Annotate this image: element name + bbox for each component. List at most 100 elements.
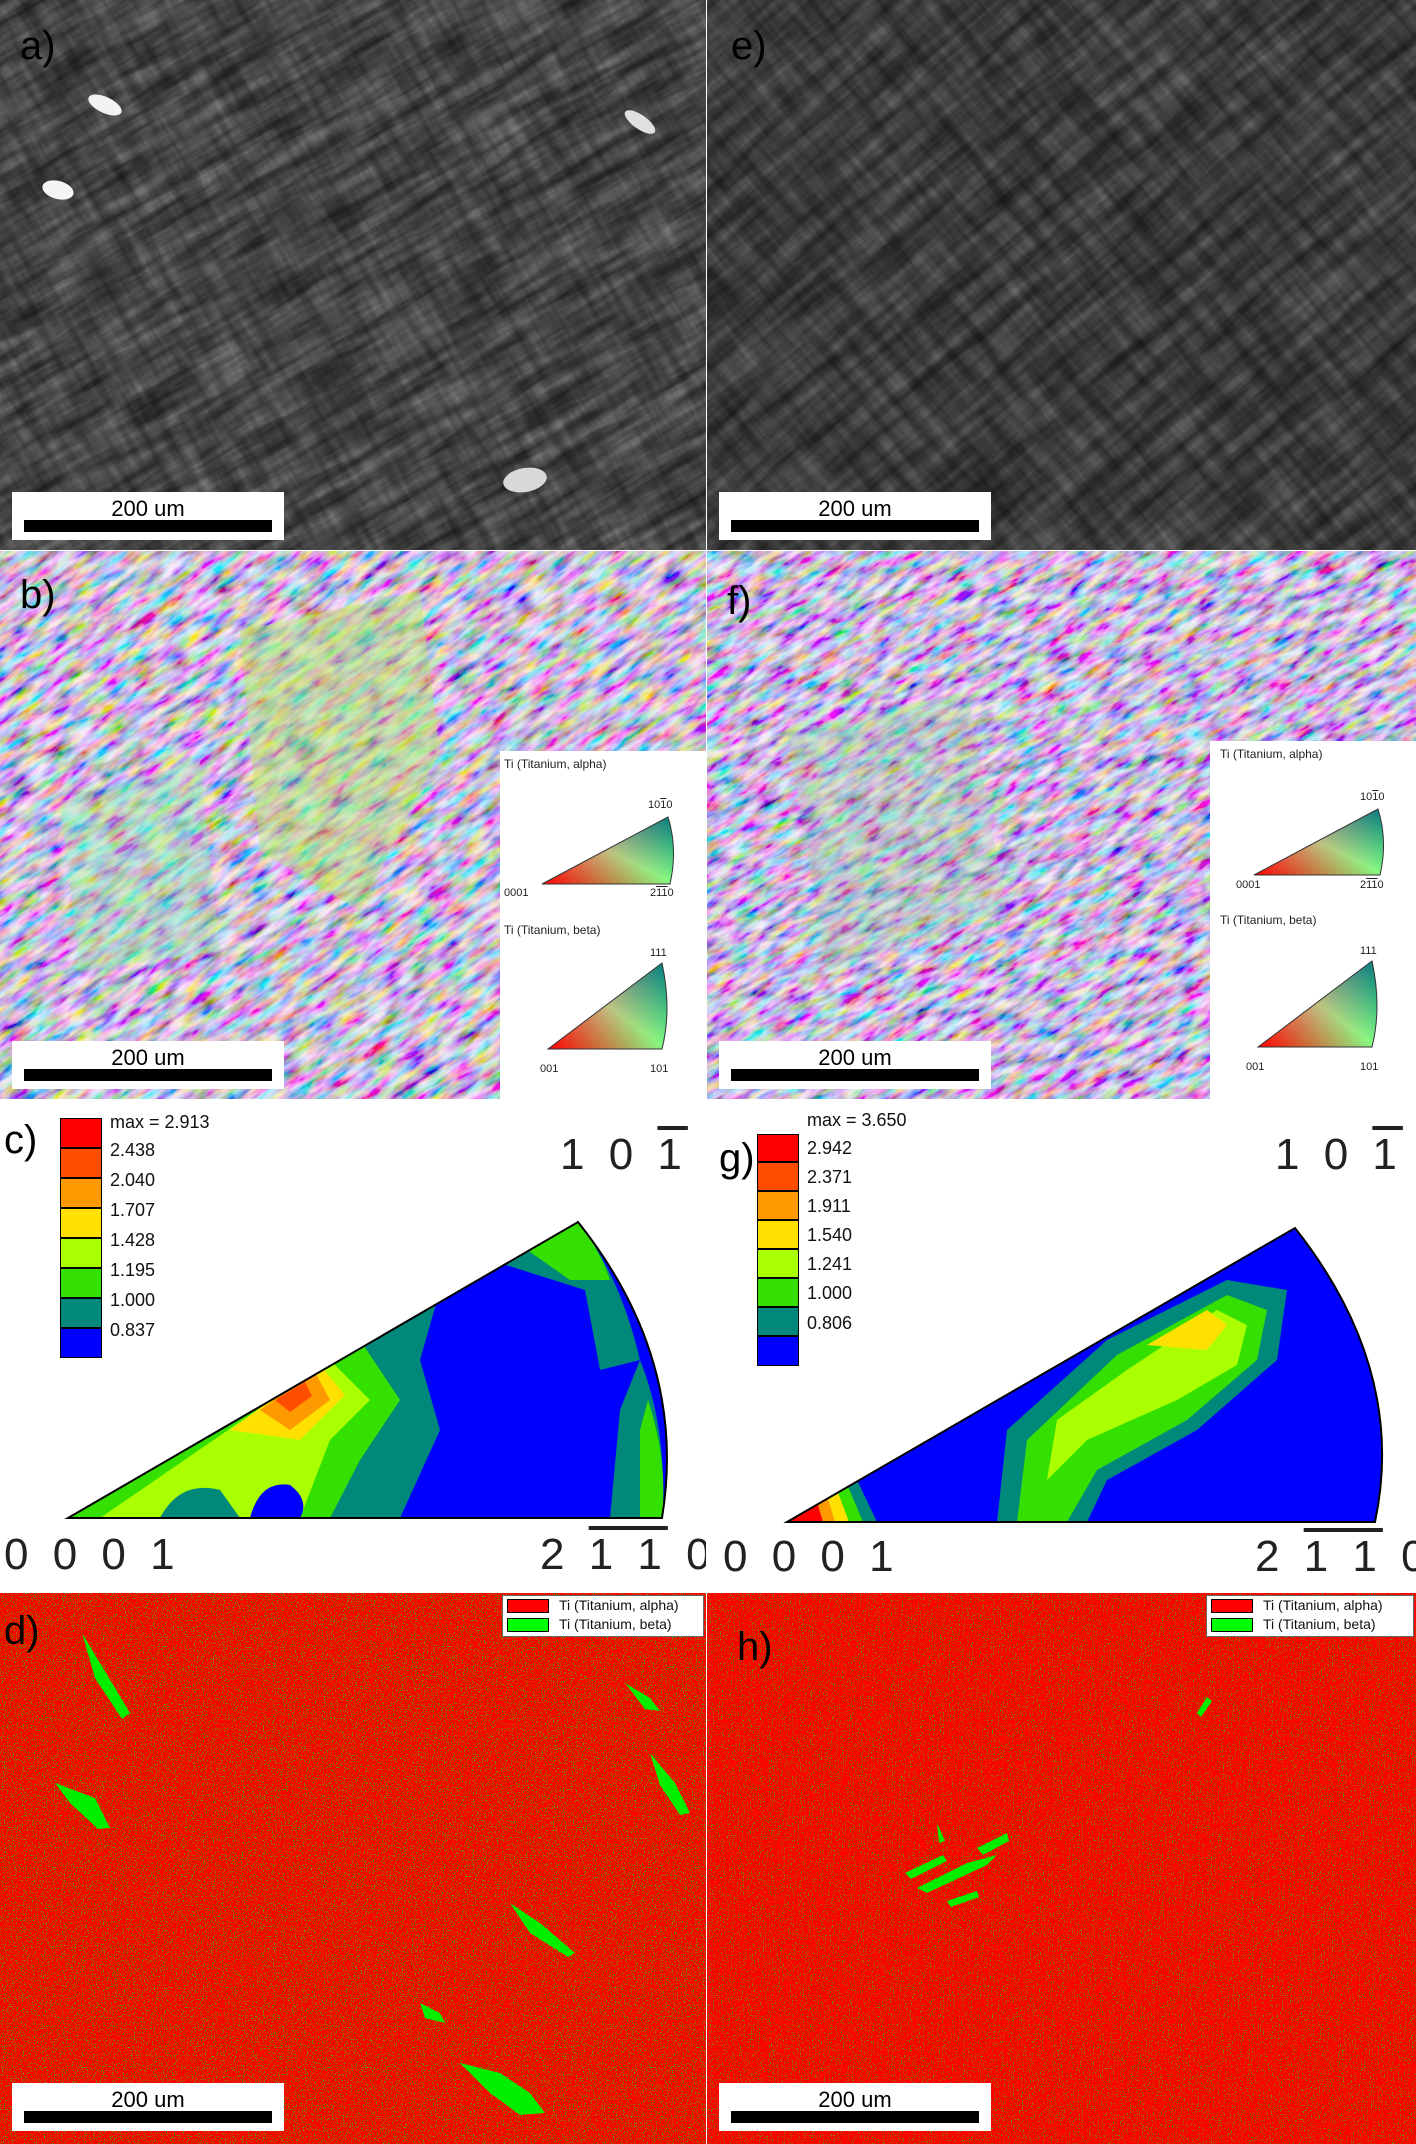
ipf-key-beta-top-f: 111 [1360,945,1377,957]
phase-name-alpha-d: Ti (Titanium, alpha) [559,1597,679,1613]
phase-swatch-alpha-h [1211,1599,1253,1613]
scalebar-a: 200 um [12,492,284,540]
panel-label-c: c) [4,1118,38,1162]
legend-level-c-3: 1.707 [110,1200,156,1220]
legend-swatch-c-4 [60,1238,102,1268]
phase-name-alpha-h: Ti (Titanium, alpha) [1263,1597,1383,1613]
ipf-key-alpha-right-text-f: 2 [1360,879,1367,891]
ipf-key-beta-left-f: 001 [1246,1061,1265,1073]
ipf-key-beta-title-b: Ti (Titanium, beta) [504,923,601,937]
scalebar-label-b: 200 um [111,1045,185,1070]
ipf-key-alpha-top-text-f: 10 [1360,791,1373,803]
ipf-key-alpha-top-text-b: 10 [648,799,661,811]
scalebar-b: 200 um [12,1041,284,1089]
corner-top-a-g: 1 0 [1275,1130,1373,1179]
legend-swatch-c-0 [60,1118,102,1148]
panel-label-a: a) [20,24,56,68]
legend-level-g-4: 1.540 [807,1225,853,1245]
ipf-key-alpha-title-f: Ti (Titanium, alpha) [1220,747,1323,761]
density-region-c-red [275,1382,312,1412]
phase-swatch-beta-h [1211,1618,1253,1632]
legend-swatch-c-3 [60,1208,102,1238]
corner-right-a-c: 2 [540,1530,589,1579]
scalebar-line-d [24,2111,272,2123]
density-region-g-yellow [1147,1310,1227,1350]
legend-swatch-c-5 [60,1268,102,1298]
legend-level-g-1: 2.942 [807,1138,853,1158]
scalebar-f: 200 um [719,1041,991,1089]
phase-legend-h: Ti (Titanium, alpha) Ti (Titanium, beta) [1206,1595,1414,1637]
legend-swatch-c-7 [60,1328,102,1358]
beta-phase-islands-d [55,1633,690,2115]
corner-label-right-c: 2 1 1 0 [540,1530,706,1580]
ipf-key-alpha-right-text-b: 2 [650,887,657,899]
ipf-color-key-f: Ti (Titanium, alpha) 1010 0001 2110 Ti (… [1210,741,1416,1099]
pole-figure-plot-c [64,1220,668,1519]
legend-level-g-5: 1.241 [807,1254,853,1274]
phase-name-beta-h: Ti (Titanium, beta) [1263,1616,1376,1632]
phase-legend-row-alpha-d: Ti (Titanium, alpha) [507,1597,701,1615]
legend-level-c-7: 0.837 [110,1320,156,1340]
density-legend-c: max = 2.913 2.438 2.040 1.707 1.428 1.19… [60,1112,280,1378]
beta-phase-islands-h [905,1697,1212,1907]
legend-level-g-0: max = 3.650 [807,1110,907,1130]
phase-map-texture-h [707,1593,1416,2144]
legend-swatch-g-6 [757,1307,799,1336]
ipf-key-alpha-top-b: 1010 [648,799,673,811]
phase-map-h: h) Ti (Titanium, alpha) Ti (Titanium, be… [707,1593,1416,2144]
panel-label-e: e) [731,24,767,68]
density-region-c-green4 [640,1400,664,1518]
corner-label-top-c: 1 0 1 0 [560,1130,706,1180]
scalebar-line-e [731,520,979,532]
corner-right-a-g: 2 [1255,1532,1304,1581]
density-region-c-teal2 [160,1487,240,1518]
scalebar-label-a: 200 um [111,496,185,521]
ipf-key-alpha-right-end-f: 0 [1377,879,1384,891]
legend-level-c-0: max = 2.913 [110,1112,210,1132]
scalebar-line-f [731,1069,979,1081]
ipf-map-f: f) Ti (Titanium, alpha) 1010 0001 2110 T… [707,551,1416,1099]
legend-level-c-2: 2.040 [110,1170,156,1190]
ipf-key-beta-right-f: 101 [1360,1061,1379,1073]
phase-map-d: d) Ti (Titanium, alpha) Ti (Titanium, be… [0,1593,706,2144]
sem-image-a: a) 200 um [0,0,706,550]
legend-level-g-3: 1.911 [807,1196,851,1216]
panel-label-b: b) [20,573,56,617]
corner-label-left-g: 0 0 0 1 [723,1532,900,1581]
pole-figure-g: g) max = 3.650 2.942 2.371 1.911 1.540 1… [707,1100,1416,1592]
phase-legend-row-beta-d: Ti (Titanium, beta) [507,1616,701,1634]
ipf-key-alpha-title-b: Ti (Titanium, alpha) [504,757,607,771]
legend-swatch-g-2 [757,1191,799,1220]
corner-label-right-g: 2 1 1 0 [1255,1532,1416,1582]
scalebar-label-h: 200 um [818,2087,892,2112]
legend-swatch-c-6 [60,1298,102,1328]
scalebar-d: 200 um [12,2083,284,2131]
legend-level-g-2: 2.371 [807,1167,853,1187]
sem-texture-e [707,0,1416,550]
legend-level-c-5: 1.195 [110,1260,156,1280]
legend-swatch-g-7 [757,1336,799,1366]
scalebar-label-f: 200 um [818,1045,892,1070]
scalebar-line-a [24,520,272,532]
legend-swatch-g-1 [757,1162,799,1191]
panel-label-f: f) [727,579,752,623]
legend-level-c-6: 1.000 [110,1290,156,1310]
density-region-c-blue2 [250,1484,304,1518]
ipf-key-alpha-right-b: 2110 [650,887,674,899]
legend-level-c-4: 1.428 [110,1230,156,1250]
ipf-key-alpha-right-end-b: 0 [667,887,674,899]
phase-legend-row-alpha-h: Ti (Titanium, alpha) [1211,1597,1411,1615]
sem-image-e: e) 200 um [707,0,1416,550]
ipf-key-beta-right-b: 101 [650,1063,669,1075]
corner-right-end-c: 0 [686,1530,706,1579]
corner-label-top-g: 1 0 1 0 [1275,1130,1416,1180]
scalebar-e: 200 um [719,492,991,540]
legend-swatch-g-5 [757,1278,799,1307]
pole-figure-outline-c [64,1220,668,1519]
scalebar-line-b [24,1069,272,1081]
ipf-key-alpha-top-bar-b: 1 [660,799,667,811]
legend-swatch-g-0 [757,1134,799,1162]
scalebar-label-d: 200 um [111,2087,185,2112]
ipf-color-key-b: Ti (Titanium, alpha) 1010 0001 2110 Ti (… [500,751,706,1099]
corner-top-bar-c: 1 [657,1130,688,1179]
